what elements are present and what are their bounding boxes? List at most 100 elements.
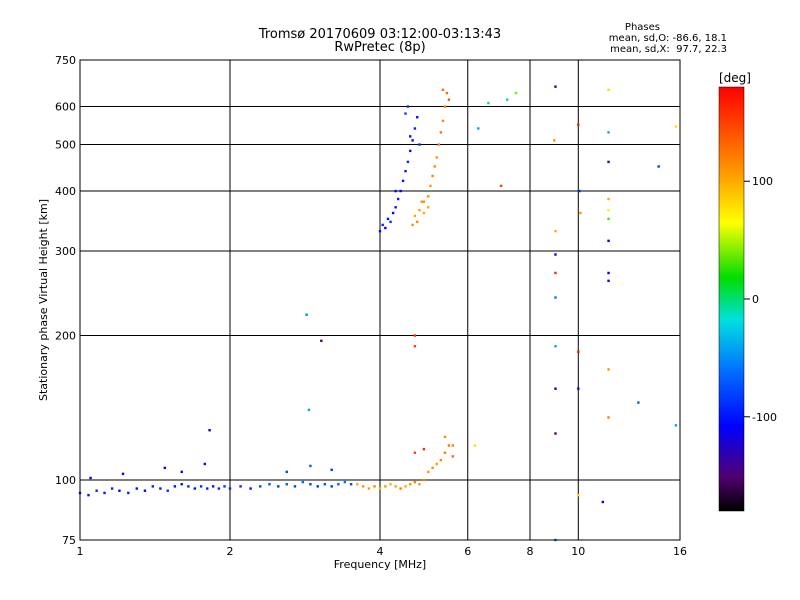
- data-point: [418, 143, 421, 146]
- data-point: [87, 493, 90, 497]
- data-point: [406, 160, 410, 164]
- data-point: [187, 485, 190, 488]
- data-point: [316, 485, 319, 488]
- y-axis-label: Stationary phase Virtual Height [km]: [37, 199, 50, 401]
- data-point: [343, 480, 347, 484]
- data-point: [378, 487, 382, 490]
- data-point: [121, 472, 125, 476]
- data-point: [451, 455, 455, 458]
- data-point: [422, 211, 426, 215]
- data-point: [361, 485, 365, 488]
- data-point: [607, 271, 610, 275]
- data-point: [433, 165, 436, 168]
- data-point: [211, 485, 215, 488]
- data-point: [441, 88, 445, 92]
- colorbar: [718, 86, 745, 512]
- y-tick-label: 75: [62, 534, 76, 547]
- y-tick-label: 600: [55, 101, 76, 114]
- data-point: [487, 101, 490, 105]
- data-point: [320, 339, 323, 343]
- data-point: [413, 480, 417, 484]
- data-point: [427, 206, 430, 209]
- data-point: [259, 485, 262, 488]
- data-point: [607, 279, 610, 283]
- data-point: [277, 485, 280, 488]
- data-point: [285, 483, 288, 486]
- data-point: [514, 91, 518, 95]
- x-tick-label: 4: [377, 545, 384, 558]
- y-tick-label: 200: [55, 330, 76, 343]
- data-point: [103, 491, 106, 495]
- data-point: [429, 184, 432, 188]
- phase-box-title: Phases: [624, 22, 660, 33]
- data-point: [110, 487, 114, 490]
- data-point: [305, 313, 308, 316]
- data-point: [399, 189, 402, 193]
- data-point: [431, 174, 434, 178]
- data-point: [166, 489, 169, 492]
- data-point: [674, 424, 678, 427]
- chart-subtitle: RwPretec (8p): [334, 40, 426, 55]
- data-point: [223, 485, 226, 488]
- data-point: [435, 462, 438, 466]
- data-point: [330, 485, 333, 488]
- x-axis-ticks: 1 2 4 6 8 10 16: [77, 545, 688, 558]
- data-point: [601, 500, 605, 504]
- x-tick-label: 6: [464, 545, 471, 558]
- data-point: [409, 149, 412, 153]
- data-point: [396, 197, 400, 201]
- data-point: [401, 179, 405, 183]
- data-point: [143, 489, 147, 492]
- data-point: [554, 85, 557, 88]
- data-point: [451, 444, 455, 447]
- colorbar-tick-label: -100: [752, 411, 777, 424]
- data-point: [381, 223, 384, 227]
- data-point: [307, 408, 311, 412]
- data-point: [404, 169, 407, 173]
- data-point: [415, 220, 419, 224]
- data-point: [330, 468, 333, 472]
- data-point: [607, 239, 610, 243]
- data-point: [203, 462, 206, 466]
- data-point: [249, 487, 252, 490]
- data-point: [554, 345, 557, 348]
- data-point: [577, 387, 580, 390]
- data-point: [637, 401, 640, 404]
- data-point: [349, 483, 353, 486]
- data-point: [427, 470, 430, 474]
- data-point: [427, 195, 430, 198]
- x-tick-label: 1: [77, 545, 84, 558]
- data-point: [205, 487, 209, 490]
- data-point: [394, 189, 397, 193]
- data-point: [199, 485, 203, 488]
- data-point: [89, 476, 92, 480]
- colorbar-tick-label: 0: [752, 293, 759, 306]
- x-axis-label: Frequency [MHz]: [334, 558, 426, 571]
- data-point: [657, 165, 660, 168]
- data-point: [607, 197, 610, 201]
- data-point: [607, 217, 610, 221]
- data-point: [386, 217, 390, 221]
- data-point: [422, 447, 426, 451]
- data-point: [477, 127, 480, 130]
- data-point: [323, 483, 327, 486]
- data-point: [127, 491, 130, 495]
- data-point: [435, 156, 438, 159]
- data-point: [285, 470, 288, 474]
- y-tick-label: 300: [55, 245, 76, 258]
- y-axis-ticks: 75 100 200 300 400 500 600 750: [55, 54, 76, 547]
- y-tick-label: 500: [55, 139, 76, 152]
- data-point: [409, 135, 412, 138]
- data-point: [135, 487, 138, 490]
- data-point: [193, 487, 197, 490]
- data-point: [163, 466, 167, 470]
- data-point: [180, 483, 183, 486]
- data-point: [431, 466, 434, 470]
- data-point: [180, 470, 183, 474]
- colorbar-ticks: 100 0 -100: [744, 175, 777, 424]
- data-point: [411, 223, 414, 227]
- data-point: [554, 296, 557, 299]
- data-point: [473, 444, 477, 447]
- data-point: [217, 487, 221, 490]
- data-point: [208, 429, 211, 432]
